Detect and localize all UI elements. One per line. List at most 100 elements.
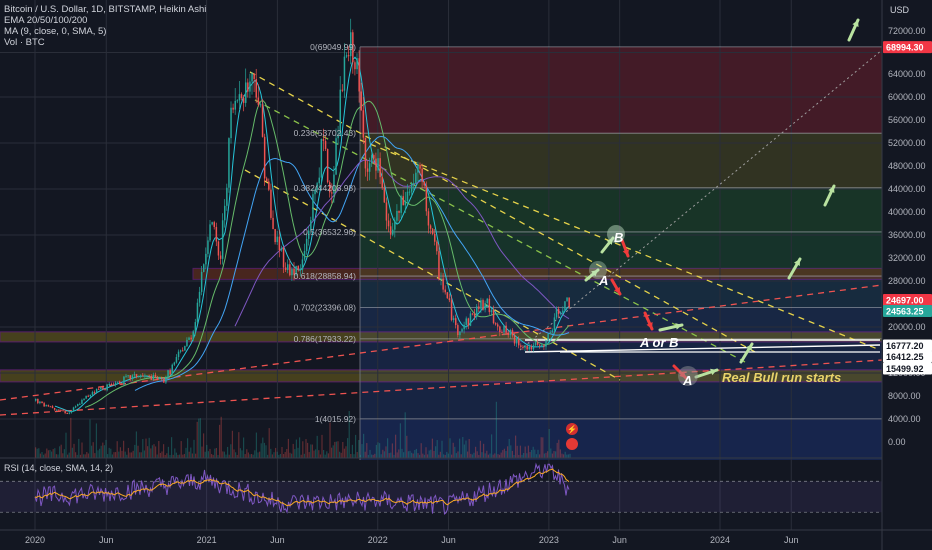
volume-bar [502,450,504,458]
volume-bar [377,442,379,458]
target-up-arrow [847,18,860,42]
volume-bar [124,451,126,458]
candle-body [58,409,60,411]
volume-bar [71,447,73,458]
volume-bar [212,454,214,458]
candle-body [459,331,461,336]
price-tag[interactable]: 16777.20 [883,339,932,352]
candle-body [303,250,306,260]
price-tag[interactable]: 15499.92 [883,362,932,375]
volume-bar [367,454,369,458]
volume-bar [172,454,174,458]
candle-body [473,313,476,317]
volume-bar [401,448,403,458]
volume-bar [471,454,473,458]
price-tag[interactable]: 24563.25 [883,304,932,317]
volume-bar [65,432,67,458]
volume-bar [547,451,549,458]
volume-bar [222,451,224,458]
candle-body [112,384,115,386]
candle-body [205,253,207,265]
volume-bar [305,439,307,458]
candle-body [425,185,428,212]
volume-bar [369,449,371,458]
candle-body [255,79,257,98]
candle-body [557,309,560,314]
candle-body [480,300,482,309]
candle-body [345,55,348,57]
volume-bar [382,449,384,458]
volume-bar [185,447,187,458]
candle-body [158,377,161,380]
time-tick-label: Jun [441,535,456,545]
candle-body [297,266,299,270]
time-axis[interactable]: 2020 Jun 2021 Jun 2022 Jun 2023 Jun 2024 Jun [0,529,932,545]
candle-body [335,138,337,175]
price-tag[interactable]: 24697.00 [883,293,932,306]
volume-bar [411,452,413,458]
candle-body [387,220,390,227]
volume-bar [444,454,446,458]
candle-body [320,138,323,178]
candle-body [49,406,52,408]
candle-body [381,177,383,188]
price-axis[interactable]: USD 72000.00 64000.00 60000.00 56000.00 52000… [881,0,932,550]
candle-body [163,378,165,383]
volume-bar [340,452,342,458]
candle-body [394,220,396,230]
volume-bar [190,447,192,458]
volume-bar [553,451,555,458]
candle-body [522,346,524,348]
up-arrow-icon [694,368,719,379]
heikin-ashi-candles[interactable] [35,18,570,415]
candle-body [257,97,260,105]
candle-body [226,187,228,206]
annotation-real-bull-run: Real Bull run starts [722,370,841,385]
price-tag[interactable]: 16412.25 [883,350,932,363]
volume-bar [39,453,41,458]
volume-bar [47,450,49,458]
candle-body [278,236,281,251]
candle-body [343,56,346,91]
volume-bar [491,434,493,458]
price-tag-bg [883,293,932,306]
candle-body [499,326,501,333]
ema-legend[interactable]: EMA 20/50/100/200 [4,15,88,26]
candle-body [442,278,444,290]
candle-body [209,224,211,241]
candle-body [503,325,505,333]
price-tick-label: 60000.00 [888,92,926,102]
volume-bar [521,454,523,458]
trend-line [359,139,881,351]
volume-bar [406,435,408,458]
volume-bar [404,412,406,458]
candle-body [47,405,50,407]
volume-bar [100,445,102,458]
volume-bar [526,453,528,458]
volume-bar [337,441,339,458]
price-tag[interactable]: 68994.30 [883,41,932,54]
candle-body [60,410,62,412]
up-arrow-icon [600,236,615,254]
volume-bar [467,451,469,458]
volume-bar [230,444,232,458]
volume-bar [534,449,536,458]
price-tick-label: 64000.00 [888,69,926,79]
candle-body [266,178,268,182]
volume-legend[interactable]: Vol · BTC [4,37,45,48]
candle-body [305,238,308,251]
candle-body [419,164,421,169]
volume-bar [219,424,221,458]
candle-body [224,205,226,221]
candle-body [43,403,45,407]
volume-bar [43,454,45,458]
candle-body [354,62,356,70]
candle-body [236,100,239,102]
ma-legend[interactable]: MA (9, close, 0, SMA, 5) [4,26,107,37]
symbol-title[interactable]: Bitcoin / U.S. Dollar, 1D, BITSTAMP, Hei… [4,4,207,15]
volume-bar [559,449,561,458]
fib-level-label: 0.382(44208.98) [294,183,357,193]
candle-body [410,183,413,192]
